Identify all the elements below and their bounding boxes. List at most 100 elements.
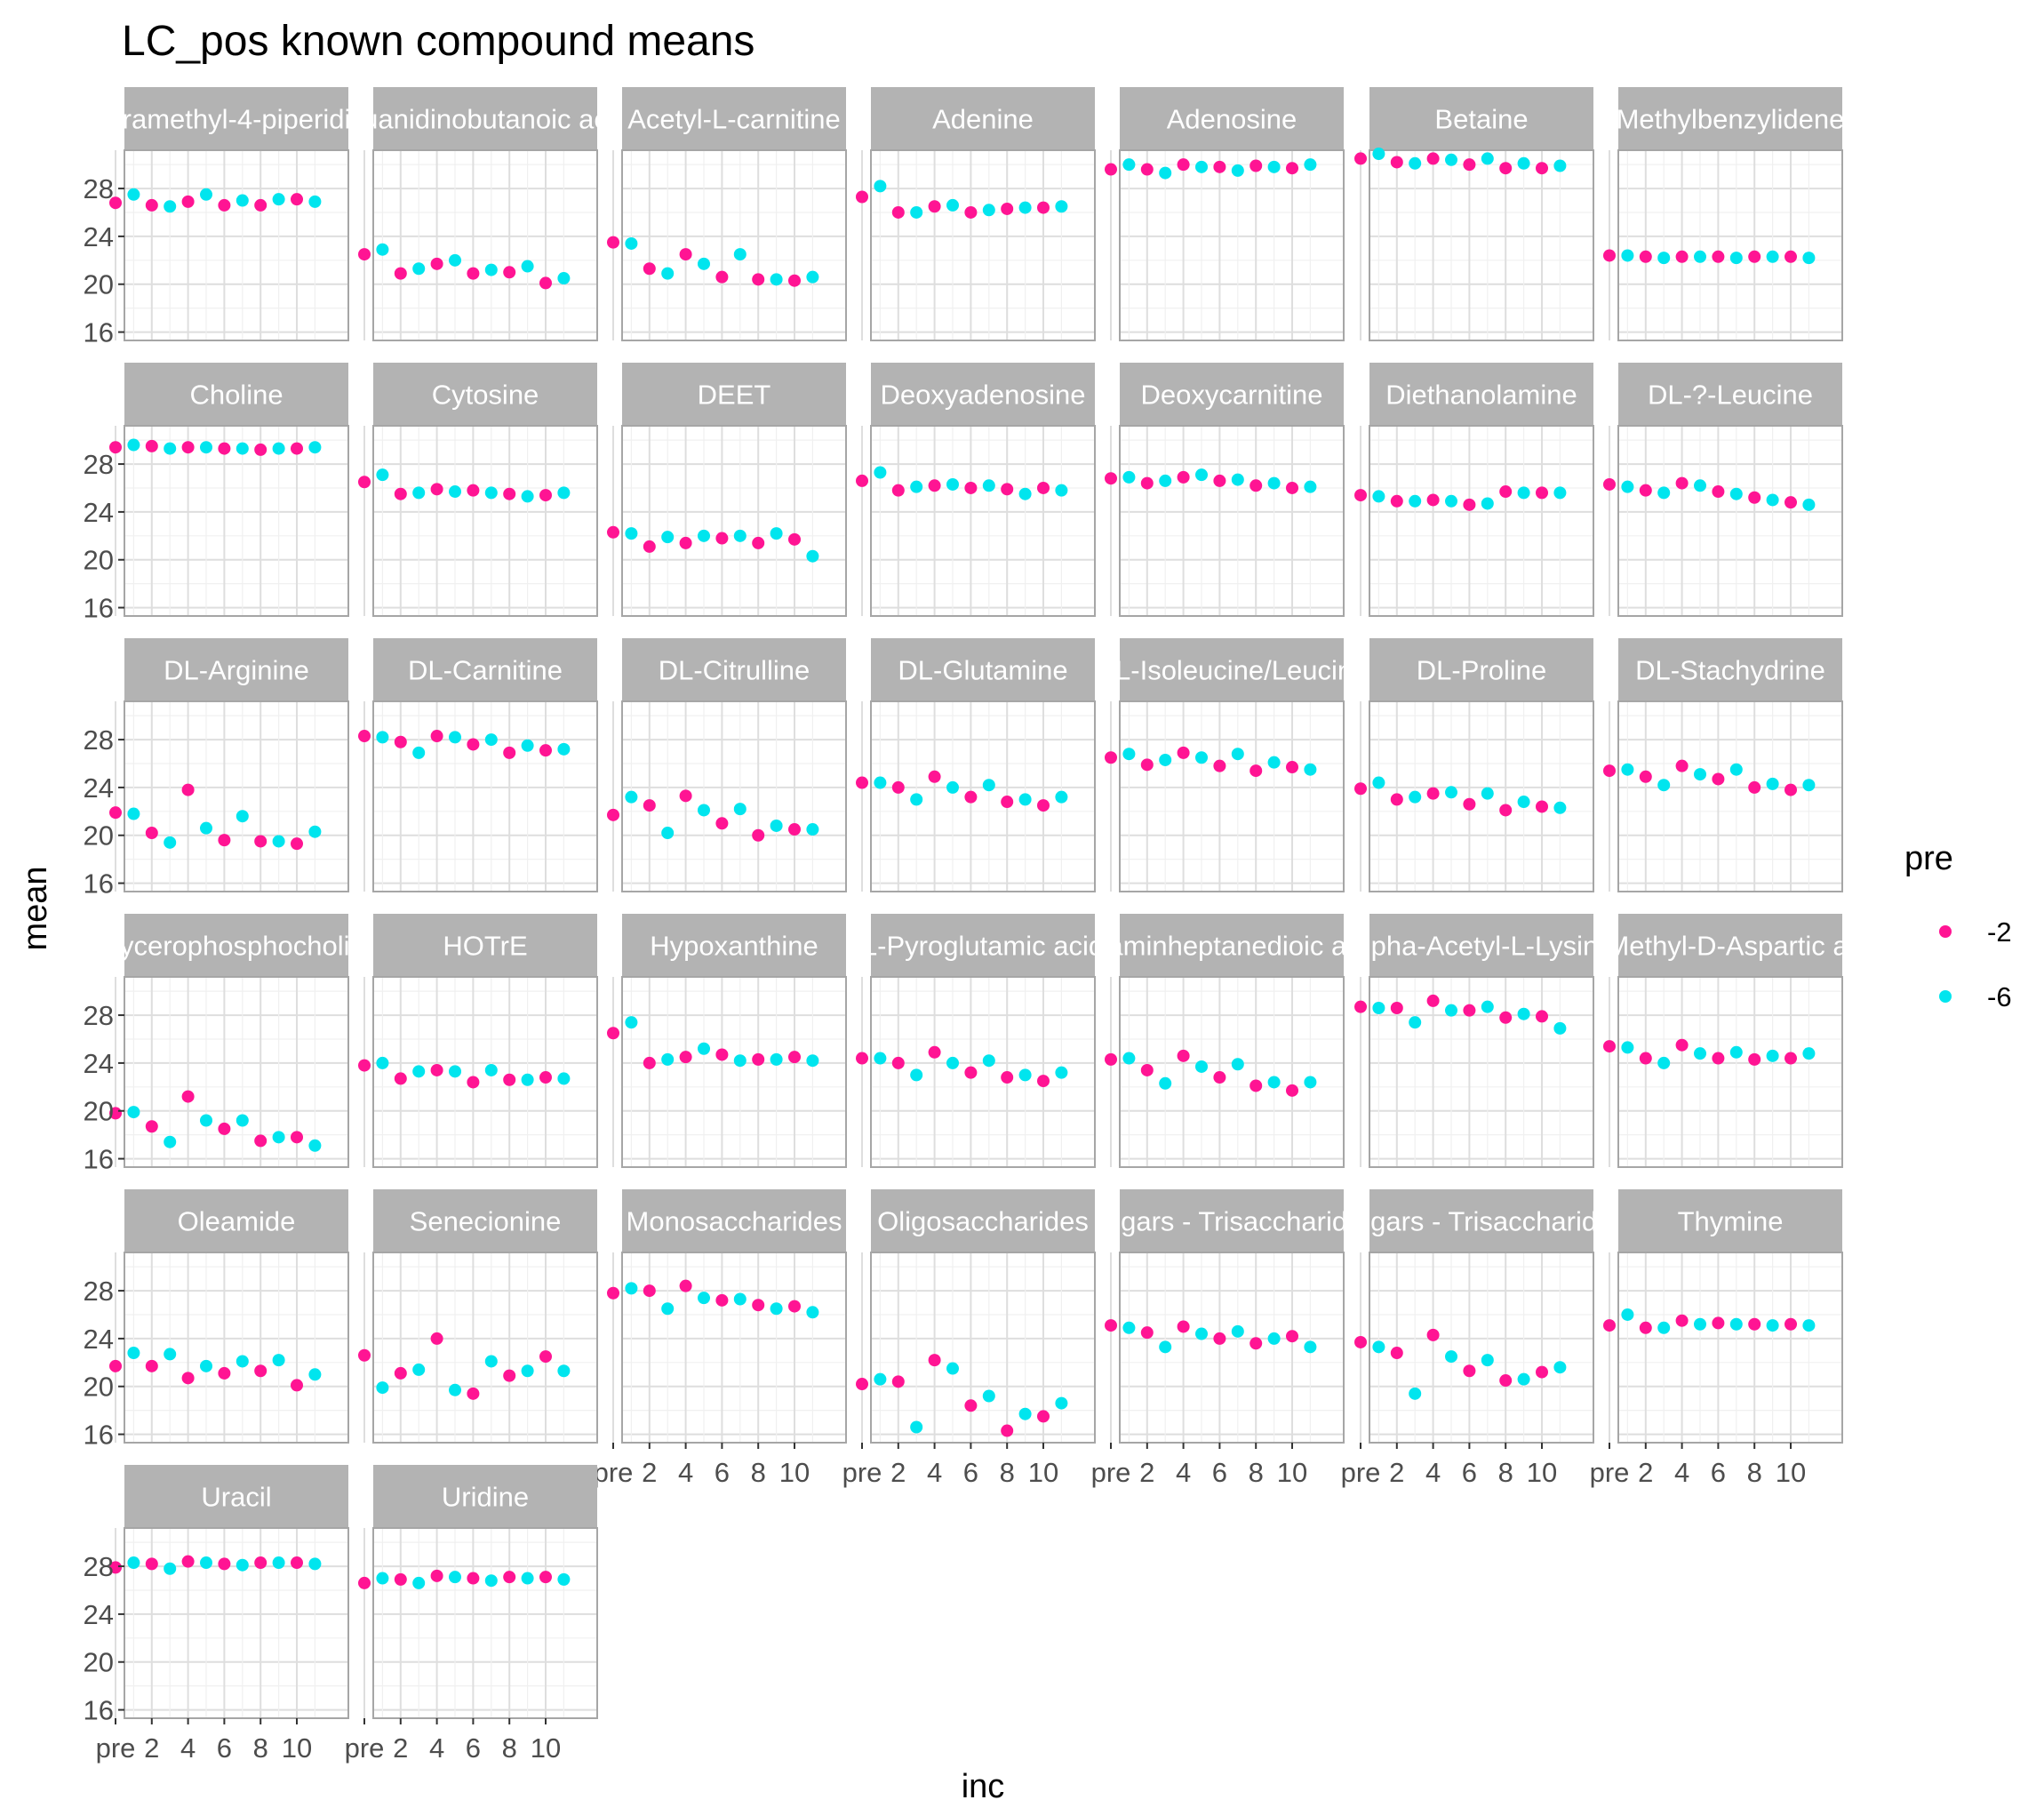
data-point (539, 1071, 552, 1084)
facet-strip-label: Cytosine (432, 380, 539, 411)
data-point (806, 1054, 819, 1068)
data-point (856, 474, 868, 487)
data-point (467, 484, 480, 497)
data-point (1177, 158, 1190, 172)
data-point (1001, 483, 1014, 496)
y-tick-label: 28 (84, 173, 114, 204)
x-tick-label: 6 (1711, 1457, 1726, 1488)
data-point (1657, 1056, 1671, 1069)
data-point (1372, 776, 1385, 789)
data-point (1267, 1076, 1281, 1089)
data-point (643, 1056, 656, 1069)
data-point (946, 1056, 959, 1069)
panel-grid (1360, 977, 1593, 1167)
data-point (557, 272, 571, 285)
y-tick-label: 16 (84, 868, 114, 900)
data-point (503, 1073, 516, 1086)
panel-border (124, 425, 349, 617)
data-point (752, 1299, 765, 1312)
panel-border (870, 976, 1096, 1168)
panel-border (1617, 1252, 1843, 1444)
y-tick-label: 20 (84, 1647, 114, 1678)
x-tick-label: 10 (531, 1732, 561, 1764)
facet-panel: Oligosaccharides pre 2 4 6 8 10 (842, 1189, 1096, 1488)
data-point (127, 1106, 140, 1119)
data-point (733, 803, 747, 816)
facet-strip (1618, 638, 1842, 701)
data-point (1055, 200, 1068, 213)
data-point (1177, 1049, 1190, 1062)
facet-panel: Tetramethyl-4-piperidinol 16 20 24 28 (84, 87, 349, 348)
data-series (1603, 759, 1816, 796)
facet-panel: Deoxycarnitine (1105, 363, 1345, 617)
data-point (698, 1292, 710, 1305)
x-tick-label: 10 (1527, 1457, 1557, 1488)
x-tick-label: pre (594, 1457, 634, 1488)
data-point (1657, 252, 1671, 265)
data-point (539, 1571, 552, 1584)
data-point (1390, 1347, 1403, 1360)
facet-panel: DL-?-Leucine (1603, 363, 1843, 617)
facet-panel: Guanidinobutanoic acid (358, 87, 598, 341)
legend-key (1939, 925, 1952, 938)
data-point (1785, 250, 1797, 263)
data-point (1250, 159, 1263, 172)
facet-strip-label: Oleamide (178, 1206, 296, 1237)
data-point (394, 1072, 407, 1085)
panel-border (1369, 976, 1594, 1168)
panel-border (124, 976, 349, 1168)
facet-strip-label: Diaminheptanedioic acid (1082, 931, 1382, 962)
data-point (1748, 250, 1761, 263)
data-point (1445, 1004, 1457, 1017)
data-point (1766, 493, 1779, 507)
x-tick-label: 6 (466, 1732, 481, 1764)
y-tick-label: 24 (84, 1048, 114, 1079)
facet-strip (622, 914, 846, 977)
facet-strip (871, 363, 1095, 426)
facet-strip-label: Hypoxanthine (650, 931, 818, 962)
data-point (679, 789, 692, 803)
data-point (1354, 1000, 1367, 1013)
data-point (308, 1557, 322, 1571)
data-point (291, 442, 303, 455)
data-series (1603, 1038, 1816, 1069)
data-point (449, 731, 461, 744)
data-point (1055, 1066, 1068, 1079)
x-tick-label: 2 (1139, 1457, 1154, 1488)
data-series (109, 1090, 322, 1152)
data-point (1675, 476, 1689, 490)
data-point (291, 1556, 303, 1570)
data-point (1553, 1021, 1567, 1035)
data-point (394, 1366, 407, 1380)
data-point (733, 529, 747, 542)
data-point (1409, 790, 1422, 804)
data-point (679, 248, 692, 261)
data-point (1748, 1052, 1761, 1066)
x-tick-label: 4 (1674, 1457, 1689, 1488)
data-point (607, 1027, 619, 1040)
data-point (1354, 152, 1367, 165)
data-point (1159, 753, 1172, 766)
data-point (1409, 1387, 1422, 1400)
data-point (1001, 1424, 1014, 1437)
facet-panel: Diethanolamine (1354, 363, 1594, 617)
data-point (1675, 1038, 1689, 1052)
data-point (1286, 1330, 1298, 1343)
data-point (1499, 804, 1513, 817)
data-point (1159, 166, 1172, 180)
panel-grid (363, 150, 597, 340)
data-point (1712, 772, 1725, 786)
data-point (308, 441, 322, 454)
data-point (1639, 1052, 1652, 1065)
data-series (1354, 776, 1567, 817)
panel-background (1369, 150, 1593, 340)
data-point (964, 1399, 978, 1412)
facet-panel: Oleamide 16 20 24 28 (84, 1189, 349, 1451)
data-point (1354, 489, 1367, 502)
panel-border (1369, 149, 1594, 341)
data-point (1694, 479, 1706, 492)
data-point (625, 1282, 638, 1295)
facet-strip-label: (Methylbenzylidene) (1607, 104, 1853, 135)
facet-panel: DEET (607, 363, 847, 617)
